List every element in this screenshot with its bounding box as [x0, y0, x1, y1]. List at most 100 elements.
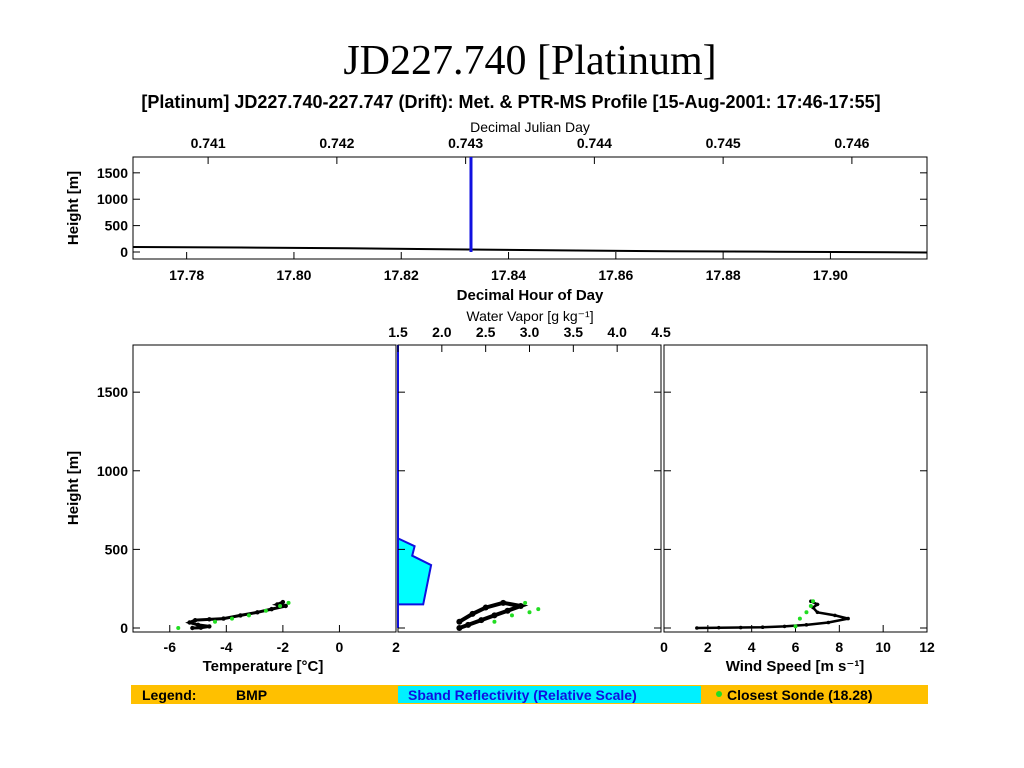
temperature-bmp-point [280, 599, 286, 605]
timeseries-y-tick-label: 500 [105, 218, 129, 234]
temperature-bmp-point [221, 616, 226, 621]
wind-speed-sonde-point [811, 599, 816, 604]
wind-speed-sonde-point [808, 603, 813, 608]
temperature-bmp-point [207, 624, 212, 629]
wind-speed-sonde-point [804, 610, 809, 615]
wind-speed-frame [663, 344, 928, 633]
legend-item-bmp: BMP [236, 687, 267, 703]
wind-speed-bmp-point [804, 623, 809, 627]
temperature-bmp-point [238, 613, 243, 618]
timeseries-ylabel: Height [m] [65, 171, 82, 245]
slide-title: JD227.740 [Platinum] [343, 38, 717, 84]
temperature-bmp-point [207, 617, 212, 622]
timeseries-x-tick-label: 17.86 [598, 267, 633, 283]
water-vapor-sonde-point [492, 619, 497, 624]
temperature-sonde-point [278, 603, 283, 608]
wind-speed-sonde-point [793, 624, 798, 629]
legend-item-sonde: Closest Sonde (18.28) [727, 687, 873, 703]
timeseries-x-tick-label: 17.78 [169, 267, 204, 283]
timeseries-x-tick-label: 17.80 [276, 267, 311, 283]
wind-speed-bmp-point [782, 624, 787, 629]
water-vapor-bmp-point [478, 617, 485, 624]
wind-speed-bmp-point [716, 625, 721, 630]
timeseries-x-tick-label: 17.90 [813, 267, 848, 283]
wind-speed-bmp-point [833, 613, 837, 618]
legend-prefix: Legend: [142, 687, 196, 703]
timeseries-panel: Decimal Julian Day Decimal Hour of Day H… [65, 119, 928, 304]
timeseries-y-tick-label: 1000 [97, 191, 128, 207]
temperature-bmp-point [193, 617, 198, 623]
temperature-sonde-point [246, 613, 251, 618]
wind-speed-bmp-point [846, 616, 850, 621]
temperature-sonde-point [213, 619, 218, 624]
water-vapor-x2-tick-label: 3.0 [520, 324, 540, 340]
water-vapor-bmp-point [456, 625, 463, 631]
wind-speed-bmp-point [760, 625, 765, 630]
temperature-x-tick-label: 0 [336, 639, 344, 655]
water-vapor-x2-tick-label: 1.5 [388, 324, 408, 340]
temperature-x-tick-label: -2 [277, 639, 290, 655]
wind-speed-bmp-line [696, 600, 849, 630]
wind-speed-bmp-point [695, 626, 699, 630]
water-vapor-panel: 1.5 2.0 2.5 3.0 3.5 4.0 4.5 [388, 324, 671, 633]
temperature-y-tick-label: 1500 [97, 384, 128, 400]
water-vapor-bmp-point [504, 607, 511, 614]
water-vapor-bmp-line [458, 600, 529, 630]
water-vapor-bmp-point [456, 618, 463, 625]
wind-speed-x-tick-label: 4 [748, 639, 756, 655]
timeseries-xlabel: Decimal Hour of Day [457, 287, 604, 304]
legend-sband-background [398, 686, 701, 703]
temperature-frame [132, 344, 397, 633]
water-vapor-frame [397, 344, 662, 633]
temperature-x-tick-label: -6 [164, 639, 177, 655]
water-vapor-sonde-point [536, 607, 541, 612]
water-vapor-bmp-point [491, 612, 498, 619]
wind-speed-x-tick-label: 6 [792, 639, 800, 655]
temperature-sonde-point [263, 608, 268, 613]
wind-speed-bmp-point [738, 625, 743, 630]
temperature-xlabel: Temperature [°C] [203, 658, 324, 675]
water-vapor-sonde-point [523, 600, 528, 605]
timeseries-x2label: Decimal Julian Day [470, 119, 590, 135]
timeseries-x2-tick-label: 0.744 [577, 135, 612, 151]
timeseries-x2-tick-label: 0.745 [706, 135, 741, 151]
temperature-y-tick-label: 1000 [97, 463, 128, 479]
temperature-bmp-point [255, 610, 260, 615]
temperature-sonde-point [229, 616, 234, 621]
water-vapor-sonde-point [527, 610, 532, 615]
figure-title: [Platinum] JD227.740-227.747 (Drift): Me… [141, 92, 880, 112]
wind-speed-x-tick-label: 8 [835, 639, 843, 655]
wind-speed-bmp-point [815, 602, 820, 607]
temperature-y-tick-label: 500 [105, 541, 129, 557]
wind-speed-bmp-point [815, 610, 820, 615]
temperature-y-tick-label: 0 [120, 620, 128, 636]
temperature-bmp-line [185, 600, 287, 630]
timeseries-x2-tick-label: 0.741 [191, 135, 226, 151]
water-vapor-x2-tick-label: 2.5 [476, 324, 496, 340]
water-vapor-bmp-point [482, 604, 489, 611]
temperature-x-tick-label: 2 [392, 639, 400, 655]
wind-speed-sonde-point [797, 616, 802, 621]
water-vapor-x2-tick-label: 2.0 [432, 324, 452, 340]
water-vapor-axis-label: Water Vapor [g kg⁻¹] [466, 308, 593, 324]
wind-speed-x-tick-label: 2 [704, 639, 712, 655]
timeseries-x2-tick-label: 0.746 [834, 135, 869, 151]
temperature-sonde-point [176, 626, 181, 630]
timeseries-y-tick-label: 1500 [97, 165, 128, 181]
water-vapor-x2-tick-label: 3.5 [564, 324, 584, 340]
wind-speed-x-tick-label: 12 [919, 639, 935, 655]
wind-speed-bmp-point [826, 620, 831, 625]
water-vapor-sonde-point [509, 613, 514, 618]
legend-item-sband: Sband Reflectivity (Relative Scale) [408, 687, 637, 703]
temperature-bmp-point [190, 625, 195, 631]
temperature-ylabel: Height [m] [65, 451, 82, 525]
temperature-bmp-point [187, 620, 192, 625]
temperature-bmp-point [195, 622, 201, 628]
timeseries-height-line [132, 246, 928, 254]
timeseries-x-tick-label: 17.88 [706, 267, 741, 283]
timeseries-x2-tick-label: 0.742 [319, 135, 354, 151]
timeseries-y-tick-label: 0 [120, 244, 128, 260]
timeseries-x2-tick-label: 0.743 [448, 135, 483, 151]
temperature-bmp-point [269, 606, 274, 612]
